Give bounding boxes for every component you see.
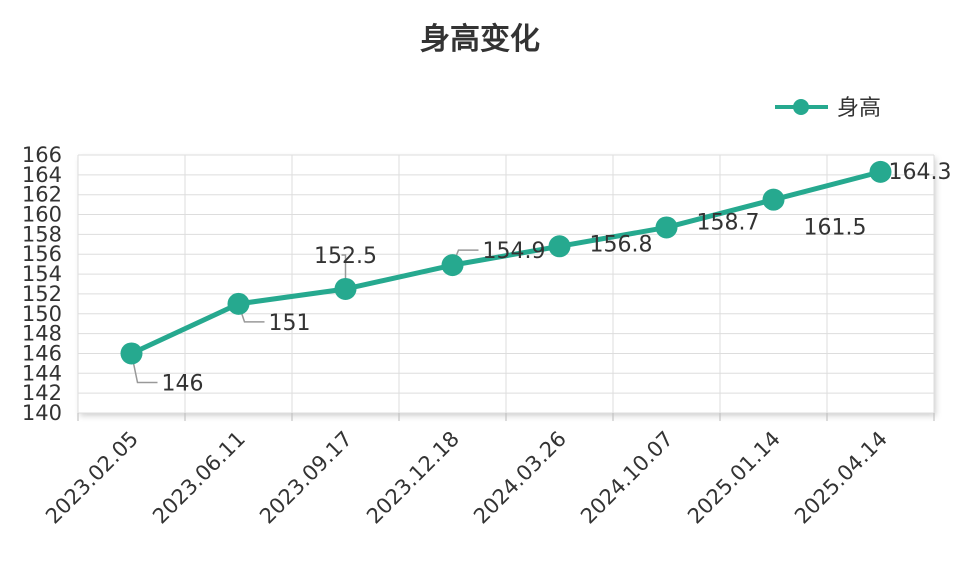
y-tick-label: 160 (22, 203, 62, 227)
data-point (334, 277, 357, 300)
data-point (441, 254, 464, 277)
y-tick-label: 142 (22, 381, 62, 405)
x-tick-label: 2024.10.07 (576, 427, 678, 529)
series-line-path (129, 169, 883, 356)
y-tick-label: 164 (22, 163, 62, 187)
legend-label: 身高 (837, 96, 881, 121)
y-tick-label: 150 (22, 302, 62, 326)
data-label: 152.5 (314, 244, 377, 269)
y-tick-label: 166 (22, 143, 62, 167)
legend[interactable]: 身高 (775, 96, 881, 121)
y-tick-label: 156 (22, 242, 62, 266)
data-labels: 146 151 152.5 154.9 156.8 158.7 161.5 164.3 (162, 160, 952, 397)
data-label: 156.8 (590, 232, 653, 257)
x-axis: 2023.02.05 2023.06.11 2023.09.17 2023.12.18… (41, 413, 935, 529)
y-tick-label: 146 (22, 341, 62, 365)
legend-marker-swatch (793, 99, 809, 115)
data-point (120, 342, 143, 365)
y-tick-label: 140 (22, 401, 62, 425)
y-axis: 1401421441461481501521541561581601621641… (22, 143, 62, 425)
series-line (129, 169, 883, 356)
data-label: 151 (269, 311, 311, 336)
y-tick-label: 162 (22, 183, 62, 207)
x-tick-label: 2023.09.17 (255, 427, 357, 529)
label-leader-line (341, 254, 347, 289)
data-label: 161.5 (804, 216, 867, 241)
x-tick-label: 2023.02.05 (41, 427, 143, 529)
data-point (869, 160, 892, 183)
data-label: 158.7 (697, 210, 760, 235)
data-label: 146 (162, 371, 204, 396)
data-label: 164.3 (889, 160, 952, 185)
data-point (655, 216, 678, 239)
data-point (548, 235, 571, 258)
y-tick-label: 154 (22, 262, 62, 286)
x-tick-label: 2025.01.14 (683, 427, 785, 529)
x-tick-label: 2024.03.26 (469, 427, 571, 529)
y-tick-label: 148 (22, 322, 62, 346)
x-tick-label: 2025.04.14 (790, 427, 892, 529)
x-tick-label: 2023.06.11 (148, 427, 250, 529)
data-point (762, 188, 785, 211)
data-label: 154.9 (483, 239, 546, 264)
series-points (120, 160, 892, 365)
y-tick-label: 144 (22, 361, 62, 385)
chart-title: 身高变化 (420, 22, 540, 57)
y-tick-label: 158 (22, 222, 62, 246)
y-tick-label: 152 (22, 282, 62, 306)
data-point (227, 292, 250, 315)
x-tick-label: 2023.12.18 (362, 427, 464, 529)
